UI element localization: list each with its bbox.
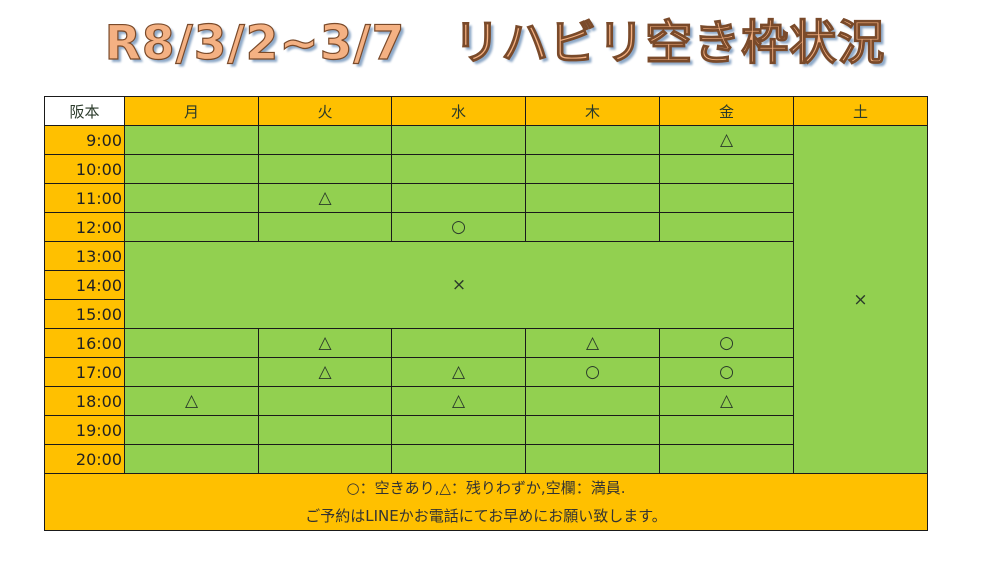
slot-cell (124, 444, 259, 474)
slot-cell (391, 154, 526, 184)
table-row: 12:00 ○ (44, 212, 928, 242)
table-row: 11:00 △ (44, 183, 928, 213)
table-row: 20:00 (44, 444, 928, 474)
slot-cell: △ (659, 386, 794, 416)
slot-cell (391, 183, 526, 213)
slot-cell: △ (659, 125, 794, 155)
day-header: 水 (391, 96, 526, 126)
closed-block: × (124, 241, 794, 329)
slot-cell (124, 212, 259, 242)
slot-cell (391, 415, 526, 445)
table-row: 18:00 △ △ △ (44, 386, 928, 416)
slot-cell: △ (525, 328, 660, 358)
table-row: 10:00 (44, 154, 928, 184)
day-header: 月 (124, 96, 259, 126)
table-row: 16:00 △ △ ○ (44, 328, 928, 358)
slot-cell (659, 183, 794, 213)
header-row: 阪本月火水木金土 (44, 96, 928, 126)
day-header: 金 (659, 96, 794, 126)
time-label: 11:00 (44, 183, 125, 213)
slot-cell (391, 125, 526, 155)
slot-cell (659, 444, 794, 474)
slot-cell (124, 357, 259, 387)
slot-cell (659, 154, 794, 184)
slot-cell (659, 415, 794, 445)
slot-cell: △ (258, 183, 392, 213)
slot-cell: ○ (525, 357, 660, 387)
slot-cell (258, 415, 392, 445)
time-label: 10:00 (44, 154, 125, 184)
day-header: 土 (793, 96, 928, 126)
location-label: 阪本 (44, 96, 125, 126)
footer-row: ○：空きあり,△：残りわずか,空欄：満員. ご予約はLINEかお電話にてお早めにお… (44, 473, 928, 531)
slot-cell (525, 125, 660, 155)
table-row: 19:00 (44, 415, 928, 445)
time-label: 16:00 (44, 328, 125, 358)
slot-cell (124, 415, 259, 445)
footer-note: ○：空きあり,△：残りわずか,空欄：満員. ご予約はLINEかお電話にてお早めにお… (44, 473, 928, 531)
slot-cell: ○ (659, 328, 794, 358)
slot-cell (258, 154, 392, 184)
slot-cell: △ (258, 328, 392, 358)
time-label: 14:00 (44, 270, 125, 300)
time-label: 19:00 (44, 415, 125, 445)
time-label: 20:00 (44, 444, 125, 474)
time-label: 15:00 (44, 299, 125, 329)
table-row: 9:00 △ × (44, 125, 928, 474)
slot-cell (258, 444, 392, 474)
slot-cell (391, 444, 526, 474)
slot-cell (525, 415, 660, 445)
slot-cell (391, 328, 526, 358)
slot-cell (659, 212, 794, 242)
table-row: 13:00 × (44, 241, 928, 329)
slot-cell (258, 386, 392, 416)
legend-text: ○：空きあり,△：残りわずか,空欄：満員. (346, 479, 626, 497)
slot-cell (525, 154, 660, 184)
slot-cell (525, 386, 660, 416)
slot-cell (124, 328, 259, 358)
slot-cell: △ (258, 357, 392, 387)
time-label: 18:00 (44, 386, 125, 416)
table-row: 14:00 (44, 270, 928, 300)
slot-cell (525, 212, 660, 242)
day-header: 火 (258, 96, 392, 126)
page-title: R8/3/2~3/7 リハビリ空き枠状況 (104, 15, 886, 71)
slot-cell (124, 154, 259, 184)
time-label: 9:00 (44, 125, 125, 155)
slot-cell: ○ (391, 212, 526, 242)
slot-cell: △ (391, 357, 526, 387)
slot-cell: △ (391, 386, 526, 416)
slot-cell: ○ (659, 357, 794, 387)
slot-cell (258, 125, 392, 155)
slot-cell (258, 212, 392, 242)
slot-cell (525, 444, 660, 474)
slot-cell (124, 125, 259, 155)
slot-cell (124, 183, 259, 213)
time-label: 13:00 (44, 241, 125, 271)
slot-cell (525, 183, 660, 213)
table-row: 15:00 (44, 299, 928, 329)
booking-note: ご予約はLINEかお電話にてお早めにお願い致します。 (305, 507, 667, 525)
time-label: 17:00 (44, 357, 125, 387)
day-header: 木 (525, 96, 660, 126)
time-label: 12:00 (44, 212, 125, 242)
table-row: 17:00 △ △ ○ ○ (44, 357, 928, 387)
saturday-closed: × (793, 125, 928, 474)
slot-cell: △ (124, 386, 259, 416)
schedule-table: 阪本月火水木金土 9:00 △ × 10:00 11:00 △ 12:00 ○ 13:00 × 14:… (44, 96, 928, 531)
